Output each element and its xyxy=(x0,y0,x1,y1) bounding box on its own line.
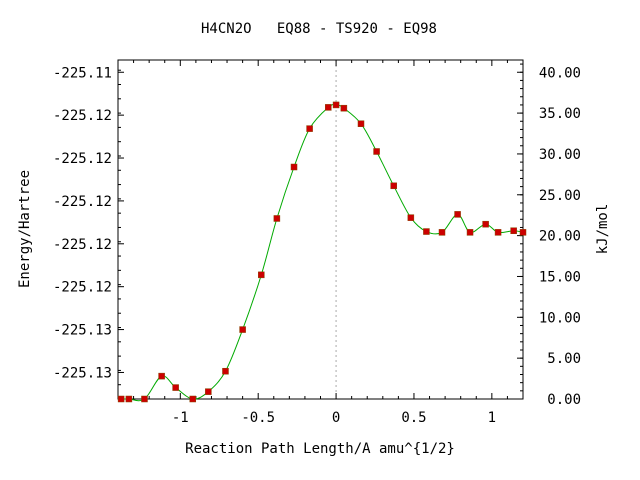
x-tick-label: -0.5 xyxy=(241,410,275,426)
data-point xyxy=(222,367,229,375)
y-tick-label-left: -225.12 xyxy=(53,108,112,124)
y-tick-label-right: 10.00 xyxy=(539,310,581,326)
data-point xyxy=(172,384,179,391)
data-point xyxy=(438,229,446,236)
data-point xyxy=(158,372,165,380)
y-tick-label-right: 0.00 xyxy=(547,392,581,408)
data-point xyxy=(423,228,430,235)
data-point xyxy=(290,163,298,171)
y-tick-label-right: 35.00 xyxy=(539,106,581,122)
y-tick-label-left: -225.12 xyxy=(53,151,112,167)
y-tick-label-right: 30.00 xyxy=(539,147,581,163)
data-point xyxy=(510,227,517,234)
y-tick-label-left: -225.12 xyxy=(53,280,112,296)
y-tick-label-left: -225.12 xyxy=(53,194,112,210)
series-line xyxy=(121,104,524,402)
data-point xyxy=(407,214,415,221)
data-point xyxy=(205,388,212,395)
data-point xyxy=(482,220,489,228)
data-point xyxy=(340,104,348,112)
data-point xyxy=(141,395,148,403)
y-tick-label-left: -225.12 xyxy=(53,237,112,253)
x-tick-label: 0 xyxy=(332,410,340,426)
y-tick-label-left: -225.13 xyxy=(53,365,112,381)
y-tick-label-right: 25.00 xyxy=(539,188,581,204)
y-axis-label-right: kJ/mol xyxy=(595,204,611,255)
y-tick-label-right: 15.00 xyxy=(539,269,581,285)
y-axis-label-left: Energy/Hartree xyxy=(17,170,33,288)
data-point xyxy=(117,395,125,403)
data-point xyxy=(239,326,246,333)
y-tick-label-right: 40.00 xyxy=(539,65,581,81)
data-point xyxy=(373,148,380,155)
data-point xyxy=(325,104,332,111)
data-point xyxy=(306,125,313,132)
data-point xyxy=(273,215,281,222)
data-point xyxy=(519,229,527,236)
y-tick-label-left: -225.11 xyxy=(53,65,112,81)
chart-title: H4CN2O EQ88 - TS920 - EQ98 xyxy=(201,21,437,37)
data-point xyxy=(332,101,340,109)
data-point xyxy=(258,271,265,279)
data-point xyxy=(357,120,365,127)
data-point xyxy=(125,395,133,403)
data-point xyxy=(494,229,502,236)
y-tick-label-right: 5.00 xyxy=(547,351,581,367)
x-tick-label: 0.5 xyxy=(401,410,426,426)
data-point xyxy=(189,395,197,403)
x-tick-label: -1 xyxy=(172,410,189,426)
x-axis-label: Reaction Path Length/A amu^{1/2} xyxy=(185,441,455,457)
x-tick-label: 1 xyxy=(488,410,496,426)
y-tick-label-right: 20.00 xyxy=(539,229,581,245)
data-point xyxy=(454,211,461,218)
plot-area: -1 -0.5 0 0.5 1 -225.11 -225.12 -225.12 -225.12 -… xyxy=(53,59,581,426)
plot-frame xyxy=(117,59,524,400)
y-tick-label-left: -225.13 xyxy=(53,323,112,339)
data-point xyxy=(390,182,397,190)
data-point xyxy=(466,229,474,236)
